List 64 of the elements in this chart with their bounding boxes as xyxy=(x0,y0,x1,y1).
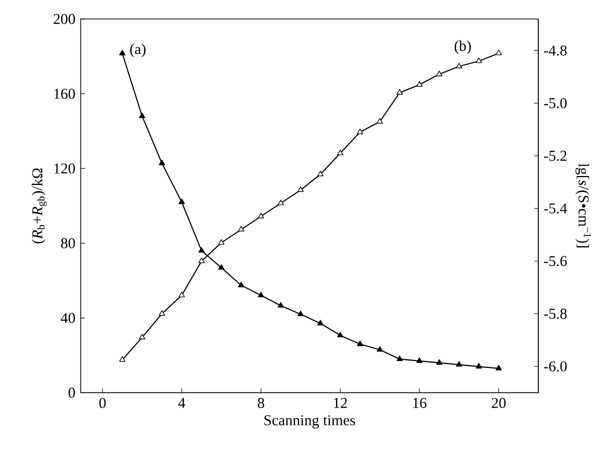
point xyxy=(396,356,403,362)
point xyxy=(376,118,383,124)
point xyxy=(138,112,146,118)
y2-tick-label: -5.6 xyxy=(544,256,567,266)
y2-tick-label: -5.2 xyxy=(544,150,566,161)
point xyxy=(238,226,244,232)
point xyxy=(258,212,264,218)
point xyxy=(317,170,324,176)
point xyxy=(258,292,264,298)
point xyxy=(496,364,502,370)
point xyxy=(416,81,423,87)
point xyxy=(278,302,284,308)
y2-tick-label: -5.0 xyxy=(544,98,567,108)
point xyxy=(297,310,304,316)
point xyxy=(297,186,304,192)
y2-tick-label: -6.0 xyxy=(544,361,567,372)
point xyxy=(119,50,126,56)
point xyxy=(337,332,344,338)
series-label: (b) xyxy=(454,40,471,54)
x-tick-label: 12 xyxy=(334,398,347,408)
point xyxy=(436,359,442,365)
point xyxy=(317,320,324,326)
point xyxy=(416,357,423,363)
point xyxy=(496,50,502,56)
point xyxy=(138,334,146,340)
y-tick-label: 80 xyxy=(61,238,75,248)
point xyxy=(238,282,244,288)
point xyxy=(158,160,166,166)
point xyxy=(456,361,462,367)
point xyxy=(178,198,185,204)
x-tick-label: 8 xyxy=(258,398,264,408)
point xyxy=(396,89,403,95)
point xyxy=(178,292,185,298)
point xyxy=(198,247,205,253)
point xyxy=(436,70,442,76)
point xyxy=(278,200,284,206)
y-tick-label: 120 xyxy=(54,163,75,174)
x-tick-label: 20 xyxy=(492,398,506,408)
y2-tick-label: -5.4 xyxy=(544,203,568,214)
point xyxy=(476,58,482,64)
point xyxy=(198,258,205,264)
point xyxy=(337,150,344,156)
y-tick-label: 160 xyxy=(54,88,75,99)
point xyxy=(218,239,224,245)
y2-axis-title: lg[s/(S•cm$^{−1}$)] xyxy=(575,164,591,248)
y-tick-label: 40 xyxy=(60,312,75,324)
x-axis-title: Scanning times xyxy=(264,415,355,428)
y2-tick-label: -5.8 xyxy=(544,308,567,319)
point xyxy=(476,362,482,368)
x-tick-label: 0 xyxy=(99,398,106,408)
point xyxy=(158,310,166,316)
y2-tick-label: -4.8 xyxy=(544,45,567,56)
point xyxy=(456,62,462,68)
y-tick-label: 0 xyxy=(68,388,75,398)
y-axis-title: (R$_{b}$+R$_{gb}$)/kΩ xyxy=(32,168,47,244)
point xyxy=(356,340,364,346)
point xyxy=(218,264,224,270)
point xyxy=(356,128,364,134)
point xyxy=(119,356,126,362)
point xyxy=(376,346,383,352)
x-tick-label: 16 xyxy=(413,398,427,408)
x-tick-label: 4 xyxy=(178,398,186,408)
series-label: (a) xyxy=(130,44,146,58)
y-tick-label: 200 xyxy=(54,14,75,24)
